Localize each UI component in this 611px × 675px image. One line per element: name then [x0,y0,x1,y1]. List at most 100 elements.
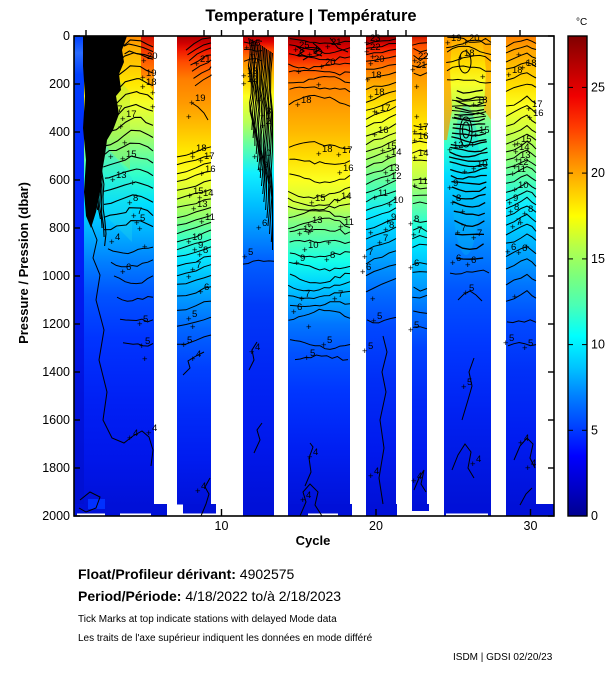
svg-text:11: 11 [205,212,215,223]
svg-text:+: + [514,155,520,166]
svg-text:18: 18 [374,87,385,98]
svg-text:+: + [512,140,518,151]
svg-text:6: 6 [456,253,461,264]
svg-text:5: 5 [591,423,598,437]
svg-text:6: 6 [511,242,516,253]
svg-text:+: + [304,353,310,364]
svg-text:4: 4 [524,433,529,444]
svg-text:+: + [512,292,518,303]
svg-text:7: 7 [368,247,373,258]
svg-text:Period/Période: 4/18/2022 to: Period/Période: 4/18/2022 to/à 2/18/2023 [78,588,341,604]
svg-text:+: + [150,88,156,99]
svg-text:+: + [309,198,315,209]
svg-text:1200: 1200 [42,317,70,331]
svg-text:+: + [241,79,247,90]
svg-text:15: 15 [479,125,490,136]
svg-text:+: + [362,252,368,263]
svg-text:19: 19 [195,93,206,104]
svg-text:9: 9 [391,212,396,223]
svg-text:+: + [187,191,193,202]
svg-text:+: + [512,162,518,173]
svg-text:+: + [387,200,393,211]
svg-text:+: + [252,152,258,163]
svg-text:0: 0 [63,29,70,43]
svg-text:+: + [458,112,464,123]
svg-text:+: + [473,130,479,141]
svg-text:4: 4 [196,349,201,360]
svg-text:+: + [198,287,204,298]
svg-text:17: 17 [342,145,353,156]
svg-text:15: 15 [193,186,204,197]
svg-text:7: 7 [516,217,521,228]
svg-text:15: 15 [386,141,397,152]
svg-text:4: 4 [201,481,206,492]
svg-text:+: + [458,53,464,64]
svg-text:11: 11 [418,176,428,187]
svg-text:+: + [307,50,313,61]
svg-text:+: + [120,267,126,278]
svg-text:6: 6 [204,282,209,293]
svg-text:+: + [447,145,453,156]
svg-text:14: 14 [203,188,214,199]
svg-text:18: 18 [371,70,382,81]
svg-text:+: + [470,459,476,470]
svg-text:16: 16 [418,131,429,142]
svg-text:+: + [510,222,516,233]
svg-text:+: + [526,104,532,115]
svg-text:10: 10 [215,519,229,533]
svg-text:+: + [336,150,342,161]
svg-text:+: + [365,75,371,86]
svg-text:20: 20 [325,57,336,68]
svg-text:13: 13 [197,199,208,210]
svg-text:5: 5 [187,335,192,346]
svg-text:+: + [190,152,196,163]
svg-text:8: 8 [414,214,419,225]
svg-text:+: + [194,59,200,70]
svg-text:+: + [299,294,305,305]
svg-text:11: 11 [344,217,354,228]
svg-text:+: + [321,340,327,351]
svg-text:+: + [450,198,456,209]
svg-text:+: + [516,50,522,61]
svg-text:+: + [515,139,521,150]
svg-text:18: 18 [196,143,207,154]
svg-text:+: + [307,452,313,463]
svg-text:8: 8 [330,250,335,261]
svg-text:+: + [450,258,456,269]
svg-text:+: + [295,100,301,111]
svg-text:0: 0 [591,509,598,523]
svg-text:+: + [505,247,511,258]
svg-text:+: + [412,181,418,192]
svg-text:2000: 2000 [42,509,70,523]
svg-text:10: 10 [308,240,319,251]
svg-text:30: 30 [524,519,538,533]
svg-text:22: 22 [370,42,381,53]
svg-text:+: + [241,71,247,82]
svg-text:19: 19 [146,68,157,79]
svg-text:+: + [463,38,469,49]
svg-text:5: 5 [143,314,148,325]
svg-text:4: 4 [152,423,157,434]
svg-text:+: + [316,80,322,91]
svg-text:+: + [462,167,468,178]
svg-text:+: + [385,176,391,187]
svg-text:18: 18 [464,48,475,59]
svg-text:19: 19 [451,33,462,44]
svg-text:5: 5 [377,311,382,322]
svg-text:4: 4 [476,454,481,465]
svg-text:+: + [447,183,453,194]
svg-text:+: + [142,354,148,365]
svg-text:21: 21 [416,60,427,71]
svg-text:14: 14 [341,191,352,202]
svg-text:+: + [368,92,374,103]
svg-text:17: 17 [112,104,123,115]
svg-text:16: 16 [205,164,216,175]
svg-text:9: 9 [453,178,458,189]
svg-text:+: + [463,288,469,299]
svg-text:+: + [503,338,509,349]
svg-text:+: + [524,58,530,69]
svg-text:+: + [326,238,332,249]
svg-text:+: + [412,56,418,67]
svg-text:6: 6 [414,258,419,269]
svg-text:+: + [325,42,331,53]
